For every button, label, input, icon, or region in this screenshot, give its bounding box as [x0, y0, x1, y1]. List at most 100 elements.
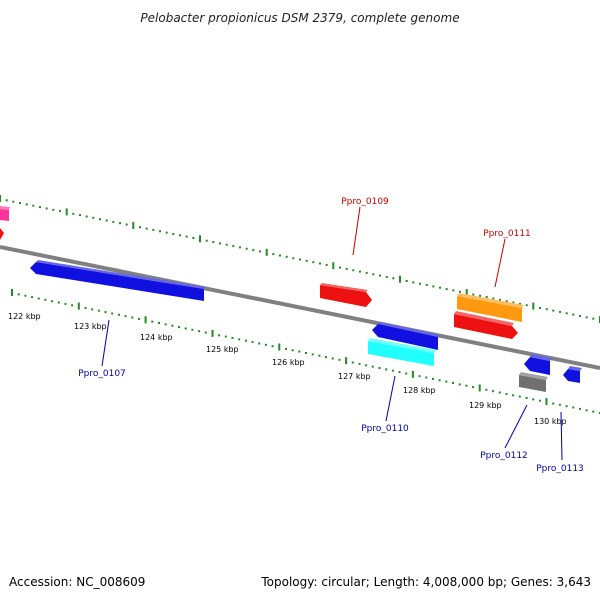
gene-label-ppro-0111[interactable]: Ppro_0111	[483, 229, 531, 239]
scale-tick-minor	[452, 289, 455, 292]
gene-label-ppro-0110[interactable]: Ppro_0110	[361, 424, 409, 434]
scale-tick-minor	[505, 392, 508, 395]
scale-tick-major	[411, 370, 414, 378]
scale-tick-minor	[292, 257, 295, 260]
label-leader	[504, 404, 528, 449]
gene-feature-ppro-0113[interactable]	[563, 366, 582, 383]
scale-tick-minor	[585, 316, 588, 319]
gene-feature[interactable]	[0, 228, 4, 240]
gene-label-ppro-0109[interactable]: Ppro_0109	[341, 197, 389, 207]
scale-tick-minor	[472, 293, 475, 296]
scale-tick-minor	[579, 315, 581, 317]
gene-feature-ppro-0109[interactable]	[320, 283, 372, 307]
scale-tick-minor	[124, 315, 127, 318]
scale-tick-minor	[311, 353, 314, 356]
scale-tick-minor	[425, 376, 428, 379]
scale-tick-minor	[319, 262, 321, 265]
scale-tick-minor	[31, 296, 33, 299]
scale-tick-minor	[325, 263, 328, 266]
scale-tick-minor	[72, 212, 75, 215]
scale-tick-minor	[291, 349, 294, 352]
scale-tick-minor	[111, 312, 114, 315]
scale-tick-minor	[498, 391, 501, 394]
scale-tick-minor	[485, 388, 488, 391]
scale-tick-major	[278, 343, 281, 351]
scale-tick-minor	[479, 294, 481, 297]
gene-feature[interactable]	[0, 206, 10, 221]
accession-label: Accession: NC_008609	[9, 575, 145, 589]
scale-tick-minor	[452, 382, 454, 384]
scale-tick-minor	[205, 239, 208, 242]
label-leader	[352, 206, 361, 256]
scale-tick-minor	[239, 246, 241, 249]
scale-tick-minor	[119, 222, 121, 225]
scale-tick-minor	[565, 312, 568, 315]
scale-tick-minor	[37, 297, 40, 300]
scale-tick-minor	[45, 207, 48, 210]
scale-tick-minor	[325, 356, 327, 359]
gene-feature[interactable]	[372, 322, 440, 350]
scale-tick-minor	[244, 339, 247, 342]
scale-tick-minor	[258, 342, 261, 345]
scale-tick-minor	[539, 306, 541, 309]
scale-tick-minor	[445, 380, 448, 383]
gene-label-ppro-0107[interactable]: Ppro_0107	[78, 369, 126, 379]
scale-tick-minor	[318, 354, 321, 357]
gene-feature-ppro-0107[interactable]	[30, 260, 206, 301]
scale-tick-major	[144, 316, 147, 324]
scale-tick-minor	[405, 280, 408, 282]
scale-tick-minor	[592, 317, 595, 320]
scale-tick-minor	[525, 397, 528, 399]
scale-tick-minor	[379, 274, 381, 277]
gene-feature-ppro-0112[interactable]	[519, 372, 548, 392]
scale-tick-minor	[505, 300, 508, 303]
scale-tick-minor	[159, 230, 161, 233]
scale-tick-minor	[305, 352, 307, 354]
scale-tick-minor	[52, 208, 55, 211]
scale-tick-minor	[558, 403, 561, 406]
gene-feature[interactable]	[454, 311, 518, 339]
scale-tick-minor	[559, 310, 561, 313]
scale-tick-minor	[565, 405, 568, 408]
scale-tick-minor	[438, 379, 441, 382]
scale-tick-minor	[445, 288, 448, 291]
scale-tick-minor	[191, 328, 194, 331]
scale-tick-major	[77, 302, 80, 310]
scale-tick-major	[532, 302, 535, 310]
scale-tick-minor	[585, 409, 588, 412]
label-leader	[385, 375, 396, 422]
scale-tick-major	[332, 262, 335, 270]
scale-tick-minor	[492, 390, 495, 393]
scale-tick-minor	[71, 304, 74, 307]
label-leader	[494, 238, 506, 288]
gene-feature-ppro-0110[interactable]	[368, 338, 436, 366]
scale-tick-minor	[345, 267, 348, 270]
scale-tick-minor	[391, 369, 394, 372]
gene-feature-ppro-0111[interactable]	[457, 293, 524, 322]
scale-tick-minor	[365, 364, 368, 367]
scale-tick-minor	[279, 254, 281, 257]
scale-tick-minor	[525, 304, 528, 307]
gene-label-ppro-0112[interactable]: Ppro_0112	[480, 451, 528, 461]
scale-tick-minor	[165, 231, 168, 234]
label-leader	[560, 411, 563, 461]
scale-tick-minor	[298, 350, 301, 353]
scale-tick-minor	[365, 271, 368, 274]
scale-tick-minor	[139, 226, 141, 229]
gene-feature[interactable]	[524, 354, 552, 375]
scale-tick-minor	[158, 322, 160, 324]
map-title: Pelobacter propionicus DSM 2379, complet…	[140, 11, 459, 25]
scale-tick-minor	[592, 410, 595, 413]
scale-tick-minor	[425, 284, 428, 286]
inner-tick-ring	[11, 289, 600, 414]
scale-tick-minor	[272, 253, 275, 256]
scale-tick-minor	[418, 375, 421, 378]
scale-tick-minor	[245, 247, 248, 250]
scale-tick-minor	[212, 241, 215, 243]
scale-label: 125 kbp	[206, 345, 239, 354]
scale-tick-minor	[412, 281, 415, 284]
gene-label-ppro-0113[interactable]: Ppro_0113	[536, 464, 584, 474]
scale-tick-minor	[151, 320, 154, 323]
scale-tick-minor	[264, 343, 267, 346]
